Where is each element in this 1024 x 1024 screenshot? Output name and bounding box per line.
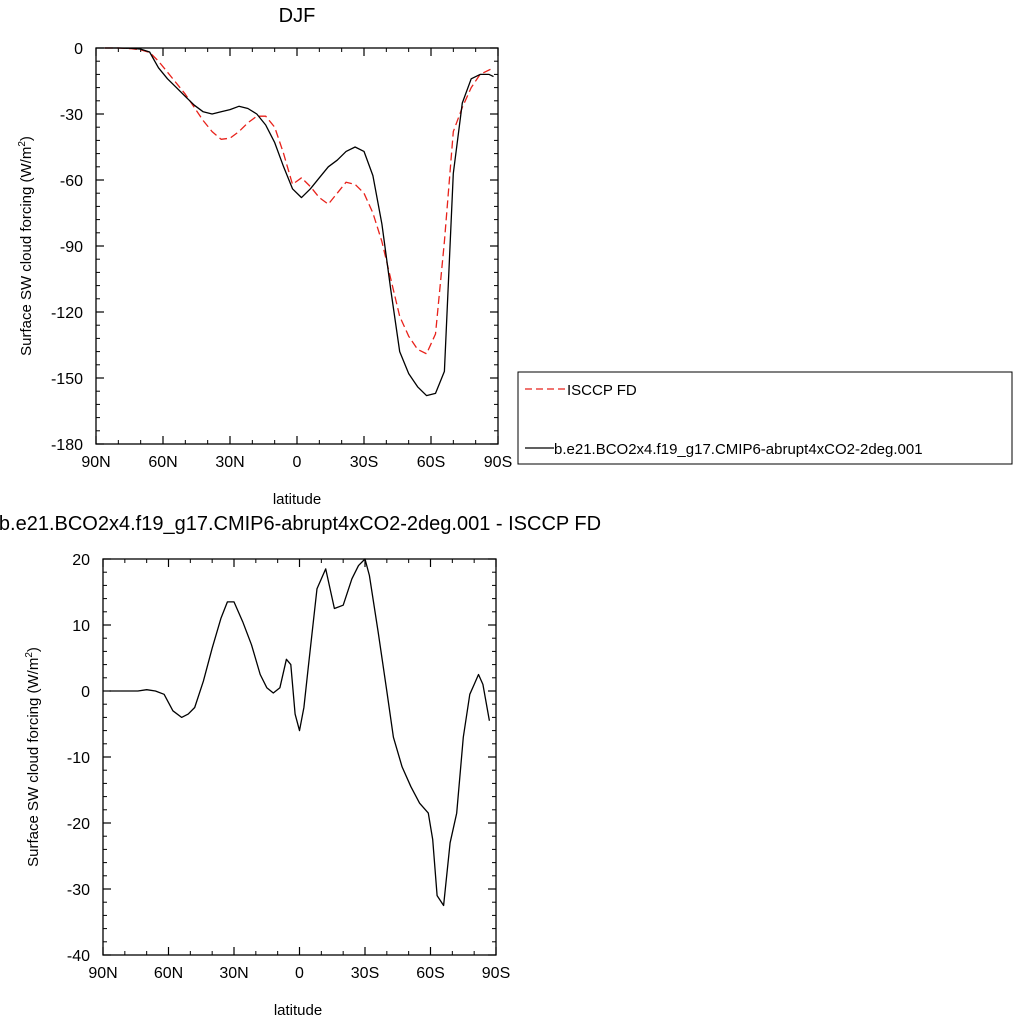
bottom-x-axis-label: latitude [274, 1002, 322, 1019]
top-x-axis-label: latitude [273, 491, 321, 508]
bottom-y-ticks: 20 10 0 -10 -20 -30 -40 [67, 552, 496, 965]
legend-box [517, 371, 1013, 465]
series-line-difference [109, 558, 491, 907]
y-tick-label: -30 [60, 107, 83, 124]
x-tick-label: 60N [154, 965, 183, 982]
top-y-axis-label: Surface SW cloud forcing (W/m2) [17, 136, 35, 356]
bottom-panel: b.e21.BCO2x4.f19_g17.CMIP6-abrupt4xCO2-2… [0, 513, 601, 1019]
x-tick-label: 30N [215, 454, 244, 471]
x-tick-label: 90N [88, 965, 117, 982]
legend-label-isccp: ISCCP FD [567, 382, 637, 399]
x-tick-label: 30N [219, 965, 248, 982]
y-tick-label: 20 [72, 552, 90, 569]
y-tick-label: -40 [67, 948, 90, 965]
x-tick-label: 90S [482, 965, 510, 982]
y-tick-label: 0 [81, 684, 90, 701]
x-tick-label: 60S [417, 454, 445, 471]
bottom-x-ticks: 90N 60N 30N 0 30S 60S 90S [88, 559, 510, 982]
y-tick-label: -60 [60, 173, 83, 190]
top-y-ticks: 0 -30 -60 -90 -120 -150 -180 [51, 41, 498, 454]
y-tick-label: -20 [67, 816, 90, 833]
y-tick-label: 0 [74, 41, 83, 58]
top-series [104, 47, 494, 397]
x-tick-label: 90N [81, 454, 110, 471]
top-panel: DJF 90N 60N 30N 0 30S 60S 90S 0 -30 -60 -90 -120 -1… [17, 5, 512, 508]
x-tick-label: 30S [351, 965, 379, 982]
top-plot-frame [95, 47, 499, 445]
x-tick-label: 60N [148, 454, 177, 471]
x-tick-label: 30S [350, 454, 378, 471]
series-line-model [104, 47, 494, 397]
series-line-isccp [104, 47, 494, 355]
y-tick-label: -30 [67, 882, 90, 899]
x-tick-label: 60S [416, 965, 444, 982]
y-tick-label: -150 [51, 371, 83, 388]
x-tick-label: 0 [295, 965, 304, 982]
bottom-y-axis-label: Surface SW cloud forcing (W/m2) [24, 647, 42, 867]
y-tick-label: -90 [60, 239, 83, 256]
bottom-title: b.e21.BCO2x4.f19_g17.CMIP6-abrupt4xCO2-2… [0, 513, 601, 535]
x-tick-label: 90S [484, 454, 512, 471]
top-title: DJF [279, 5, 316, 27]
y-tick-label: -10 [67, 750, 90, 767]
legend-label-model: b.e21.BCO2x4.f19_g17.CMIP6-abrupt4xCO2-2… [554, 441, 923, 458]
legend: ISCCP FD b.e21.BCO2x4.f19_g17.CMIP6-abru… [517, 371, 1013, 465]
y-tick-label: -120 [51, 305, 83, 322]
y-tick-label: 10 [72, 618, 90, 635]
top-x-ticks: 90N 60N 30N 0 30S 60S 90S [81, 48, 512, 471]
bottom-series [109, 558, 491, 907]
x-tick-label: 0 [293, 454, 302, 471]
y-tick-label: -180 [51, 437, 83, 454]
